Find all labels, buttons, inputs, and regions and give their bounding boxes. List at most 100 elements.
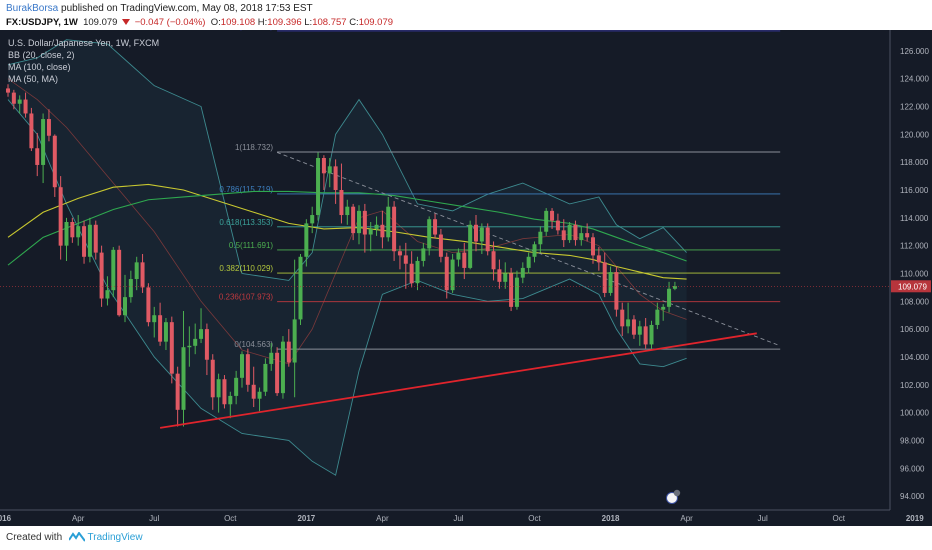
candle-body [152,315,157,323]
y-tick-label: 106.000 [900,325,929,334]
candle-body [573,224,578,241]
candle-body [257,391,262,399]
candle-body [526,256,531,268]
publish-info: BurakBorsa published on TradingView.com,… [6,3,313,14]
candle-body [70,222,75,238]
candle-body [339,190,344,216]
candle-body [368,228,373,235]
fib-level-label: 1(118.732) [235,143,273,152]
candle-body [637,326,642,335]
candle-body [427,219,432,249]
x-tick-label: Oct [832,514,845,523]
x-tick-label: Jul [453,514,463,523]
candle-body [333,166,338,190]
bollinger-fill [8,39,687,476]
x-tick-label: Oct [224,514,237,523]
candle-body [163,322,168,342]
x-tick-label: Apr [376,514,389,523]
fib-level-label: 0.786(115.719) [219,185,273,194]
brand-label[interactable]: TradingView [87,532,143,543]
y-tick-label: 124.000 [900,75,929,84]
candle-body [631,319,636,335]
high-value: 109.396 [267,17,302,28]
fib-level-label: 0.382(110.029) [219,264,273,273]
candle-body [216,379,221,398]
candle-body [497,269,502,282]
event-count-dot [673,489,681,497]
candle-body [362,210,367,235]
legend-title: U.S. Dollar/Japanese Yen, 1W, FXCM [8,38,160,48]
candle-body [474,224,478,242]
candle-body [403,255,408,264]
candle-body [579,233,584,241]
y-tick-label: 112.000 [900,242,929,251]
y-tick-label: 104.000 [900,353,929,362]
candle-body [450,259,455,291]
author-link[interactable]: BurakBorsa [6,3,59,14]
candle-body [509,273,514,307]
candle-body [199,329,204,339]
candle-body [29,113,34,149]
fib-level-label: 0(104.563) [234,340,273,349]
candle-body [503,273,508,282]
candle-body [397,251,402,256]
candle-body [286,341,291,363]
legend-ma100[interactable]: MA (100, close) [8,62,71,72]
fib-level-label: 0.236(107.973) [219,293,274,302]
last-price: 109.079 [83,17,118,28]
candle-body [479,227,484,242]
candle-body [643,326,648,345]
y-tick-label: 126.000 [900,47,929,56]
candle-body [438,234,443,257]
candle-body [240,354,244,378]
candle-body [626,319,631,327]
candle-body [316,158,321,216]
support-trendline [159,332,757,429]
close-label: C: [349,17,359,28]
y-tick-label: 116.000 [900,186,929,195]
candle-body [263,363,268,392]
open-value: 109.108 [220,17,256,28]
candle-body [87,224,92,257]
candle-body [655,309,660,325]
candle-body [462,252,467,268]
candle-body [52,135,57,188]
legend-bb[interactable]: BB (20, close, 2) [8,50,75,60]
candle-body [275,352,280,394]
close-value: 109.079 [358,17,394,28]
candle-body [544,210,549,232]
y-tick-label: 102.000 [900,381,929,390]
fib-level-label: 1.618(127.435) [219,30,274,31]
candle-body [35,148,40,165]
bollinger-lower [7,99,687,476]
high-label: H: [257,17,268,28]
y-tick-label: 120.000 [900,130,929,139]
candle-body [93,224,98,253]
candle-body [58,187,63,246]
fib-level-label: 0.618(113.353) [219,218,273,227]
chart-area[interactable]: 94.000 96.000 98.000 100.000 102.000 104.000 1… [0,30,932,526]
x-tick-label: Jul [149,514,159,523]
tradingview-logo-icon [68,532,85,542]
candle-body [386,206,391,238]
candle-body [456,252,461,260]
y-tick-label: 122.000 [900,103,929,112]
candle-body [532,244,537,257]
candle-body [409,263,414,284]
candle-body [228,395,233,405]
legend-ma50[interactable]: MA (50, MA) [8,74,59,84]
candle-body [661,306,666,310]
candle-body [345,206,350,216]
candle-body [117,249,122,316]
candle-body [567,224,572,241]
price-chart[interactable]: 94.000 96.000 98.000 100.000 102.000 104.000 1… [0,30,932,526]
candle-body [269,352,274,364]
y-tick-label: 100.000 [900,409,929,418]
candle-body [169,322,174,374]
candle-body [561,230,566,241]
candle-body [602,262,607,293]
candle-body [82,226,87,257]
chart-background [0,30,932,526]
candle-body [128,279,133,298]
candle-body [134,262,139,280]
